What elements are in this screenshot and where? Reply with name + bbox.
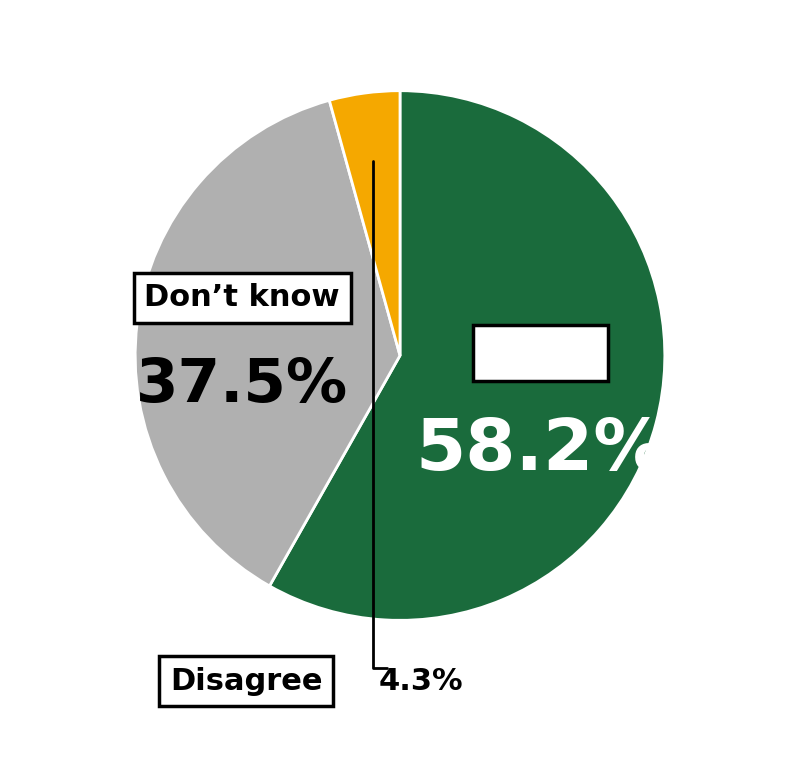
Text: Agree: Agree (485, 336, 597, 370)
Text: 58.2%: 58.2% (415, 416, 666, 485)
Wedge shape (270, 91, 665, 620)
Text: Don’t know: Don’t know (145, 283, 340, 312)
Wedge shape (330, 91, 400, 355)
Text: 4.3%: 4.3% (379, 667, 463, 696)
Text: Disagree: Disagree (170, 667, 322, 696)
Wedge shape (135, 100, 400, 586)
Text: 37.5%: 37.5% (136, 356, 348, 415)
